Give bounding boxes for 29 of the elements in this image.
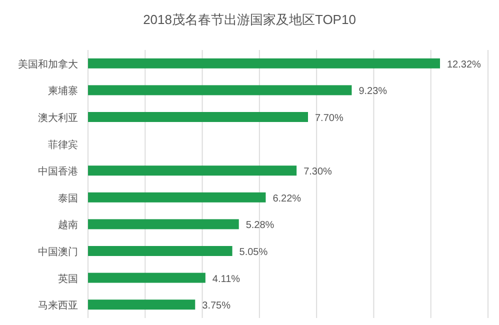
bar [88, 219, 239, 230]
bar [88, 246, 232, 256]
data-label: 7.30% [304, 166, 332, 178]
data-label: 6.22% [272, 193, 302, 204]
y-tick-label: 中国澳门 [38, 246, 78, 258]
bar [88, 192, 266, 202]
bar [88, 85, 352, 96]
bar [88, 300, 196, 310]
data-label: 12.32% [447, 59, 482, 70]
y-tick-label: 美国和加拿大 [18, 58, 78, 70]
y-tick-label: 英国 [58, 272, 78, 285]
y-tick-label: 越南 [58, 219, 78, 232]
data-label: 4.11% [212, 274, 240, 285]
data-label: 5.05% [239, 247, 268, 258]
bar [88, 166, 297, 176]
data-label: 3.75% [202, 300, 231, 312]
data-label: 9.23% [358, 86, 388, 98]
bar [88, 58, 440, 68]
data-label: 7.70% [315, 113, 344, 124]
chart-title: 2018茂名春节出游国家及地区TOP10 [143, 12, 356, 27]
data-label: 5.28% [246, 220, 274, 232]
bar [88, 112, 308, 122]
y-tick-label: 澳大利亚 [38, 112, 78, 124]
y-tick-label: 柬埔寨 [48, 85, 78, 98]
bar [88, 272, 206, 283]
y-tick-label: 马来西亚 [38, 300, 78, 312]
y-tick-label: 中国香港 [38, 166, 78, 178]
y-tick-label: 泰国 [58, 193, 78, 204]
y-tick-label: 菲律宾 [48, 138, 78, 151]
